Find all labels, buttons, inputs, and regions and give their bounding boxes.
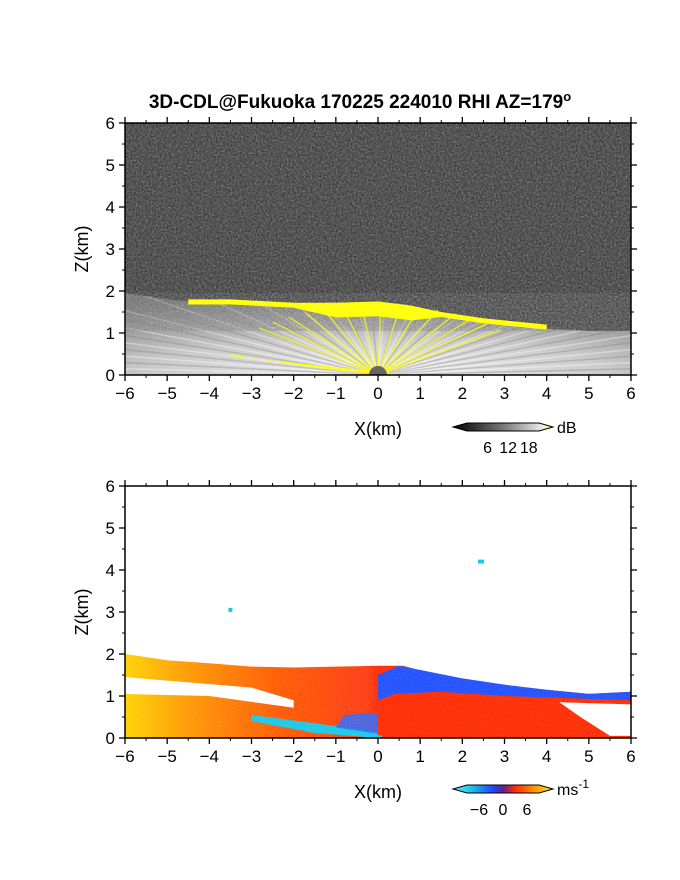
x-tick-label: −4 bbox=[200, 747, 219, 766]
x-tick-label: 3 bbox=[500, 747, 509, 766]
x-tick-label: −1 bbox=[326, 747, 345, 766]
y-tick-label: 6 bbox=[106, 114, 115, 133]
y-tick-label: 0 bbox=[106, 366, 115, 385]
x-tick-label: 6 bbox=[626, 747, 635, 766]
x-tick-label: −3 bbox=[242, 384, 261, 403]
intensity-axes: −6 −5 −4 −3 −2 −1 0 1 2 3 4 5 6 0 1 2 3 4 5 6 X(km) Z(km) bbox=[72, 114, 637, 439]
y-tick-label: 2 bbox=[106, 282, 115, 301]
y-tick-label: 5 bbox=[106, 156, 115, 175]
velocity-speckle bbox=[125, 654, 631, 738]
title-main: 3D-CDL@Fukuoka 170225 224010 RHI AZ=179 bbox=[149, 92, 563, 113]
x-tick-label: 5 bbox=[584, 384, 593, 403]
intensity-image bbox=[125, 123, 631, 375]
colorbar-tick-label: 0 bbox=[499, 802, 508, 819]
colorbar-tick-label: 6 bbox=[523, 802, 532, 819]
colorbar-tick-label: 6 bbox=[483, 440, 492, 457]
y-tick-label: 1 bbox=[106, 324, 115, 343]
sky-noise bbox=[125, 123, 631, 331]
x-tick-label: 3 bbox=[500, 384, 509, 403]
x-axis-label: X(km) bbox=[354, 782, 402, 802]
x-tick-label: 4 bbox=[542, 384, 551, 403]
velocity-unit-exp: -1 bbox=[578, 777, 589, 791]
intensity-panel: −6 −5 −4 −3 −2 −1 0 1 2 3 4 5 6 0 1 2 3 4 5 6 X(km) Z(km) bbox=[72, 114, 637, 439]
intensity-colorbar-ticks: 6 12 18 bbox=[483, 440, 538, 457]
x-tick-label: 4 bbox=[542, 747, 551, 766]
y-tick-label: 1 bbox=[106, 687, 115, 706]
y-tick-label: 3 bbox=[106, 603, 115, 622]
velocity-colorbar-bar bbox=[451, 784, 555, 794]
colorbar-tick-label: −6 bbox=[470, 802, 488, 819]
y-tick-label: 4 bbox=[106, 198, 115, 217]
y-tick-label: 3 bbox=[106, 240, 115, 259]
y-tick-label: 6 bbox=[106, 477, 115, 496]
x-tick-label: 2 bbox=[458, 384, 467, 403]
title-degree: o bbox=[563, 89, 571, 104]
isolated-echo-point bbox=[228, 607, 233, 612]
velocity-colorbar-ticks: −6 0 6 bbox=[470, 802, 532, 819]
x-tick-label: 5 bbox=[584, 747, 593, 766]
x-tick-label: −1 bbox=[326, 384, 345, 403]
velocity-colorbar-unit: ms-1 bbox=[557, 777, 589, 799]
y-tick-label: 5 bbox=[106, 519, 115, 538]
intensity-colorbar-bar bbox=[451, 422, 555, 432]
x-tick-label: 2 bbox=[458, 747, 467, 766]
y-axis-label: Z(km) bbox=[72, 226, 92, 273]
x-tick-label: −6 bbox=[115, 384, 134, 403]
isolated-echo-point bbox=[478, 559, 485, 564]
y-tick-label: 2 bbox=[106, 645, 115, 664]
x-axis-label: X(km) bbox=[354, 419, 402, 439]
x-tick-label: −5 bbox=[157, 747, 176, 766]
chart-title: 3D-CDL@Fukuoka 170225 224010 RHI AZ=179o bbox=[149, 89, 571, 113]
x-tick-label: −3 bbox=[242, 747, 261, 766]
x-tick-label: 1 bbox=[415, 384, 424, 403]
colorbar-tick-label: 18 bbox=[520, 440, 538, 457]
velocity-unit-base: ms bbox=[557, 782, 578, 799]
intensity-colorbar-unit: dB bbox=[557, 420, 577, 437]
velocity-image bbox=[125, 486, 631, 738]
x-tick-label: 6 bbox=[626, 384, 635, 403]
y-axis-label: Z(km) bbox=[72, 589, 92, 636]
x-tick-label: 1 bbox=[415, 747, 424, 766]
echo-speckle bbox=[125, 293, 631, 375]
velocity-panel: −6 −5 −4 −3 −2 −1 0 1 2 3 4 5 6 0 1 2 3 4 5 6 X(km) Z(km) bbox=[72, 477, 637, 802]
colorbar-tick-label: 12 bbox=[499, 440, 517, 457]
x-tick-label: −2 bbox=[284, 747, 303, 766]
intensity-colorbar: dB 6 12 18 bbox=[451, 420, 577, 457]
x-tick-label: 0 bbox=[373, 747, 382, 766]
x-tick-label: −6 bbox=[115, 747, 134, 766]
velocity-colorbar: ms-1 −6 0 6 bbox=[451, 777, 589, 819]
velocity-axes: −6 −5 −4 −3 −2 −1 0 1 2 3 4 5 6 0 1 2 3 4 5 6 X(km) Z(km) bbox=[72, 477, 637, 802]
radar-site-marker bbox=[369, 366, 387, 375]
x-tick-label: −5 bbox=[157, 384, 176, 403]
x-tick-label: 0 bbox=[373, 384, 382, 403]
x-tick-label: −4 bbox=[200, 384, 219, 403]
y-tick-label: 0 bbox=[106, 729, 115, 748]
y-tick-label: 4 bbox=[106, 561, 115, 580]
x-tick-label: −2 bbox=[284, 384, 303, 403]
